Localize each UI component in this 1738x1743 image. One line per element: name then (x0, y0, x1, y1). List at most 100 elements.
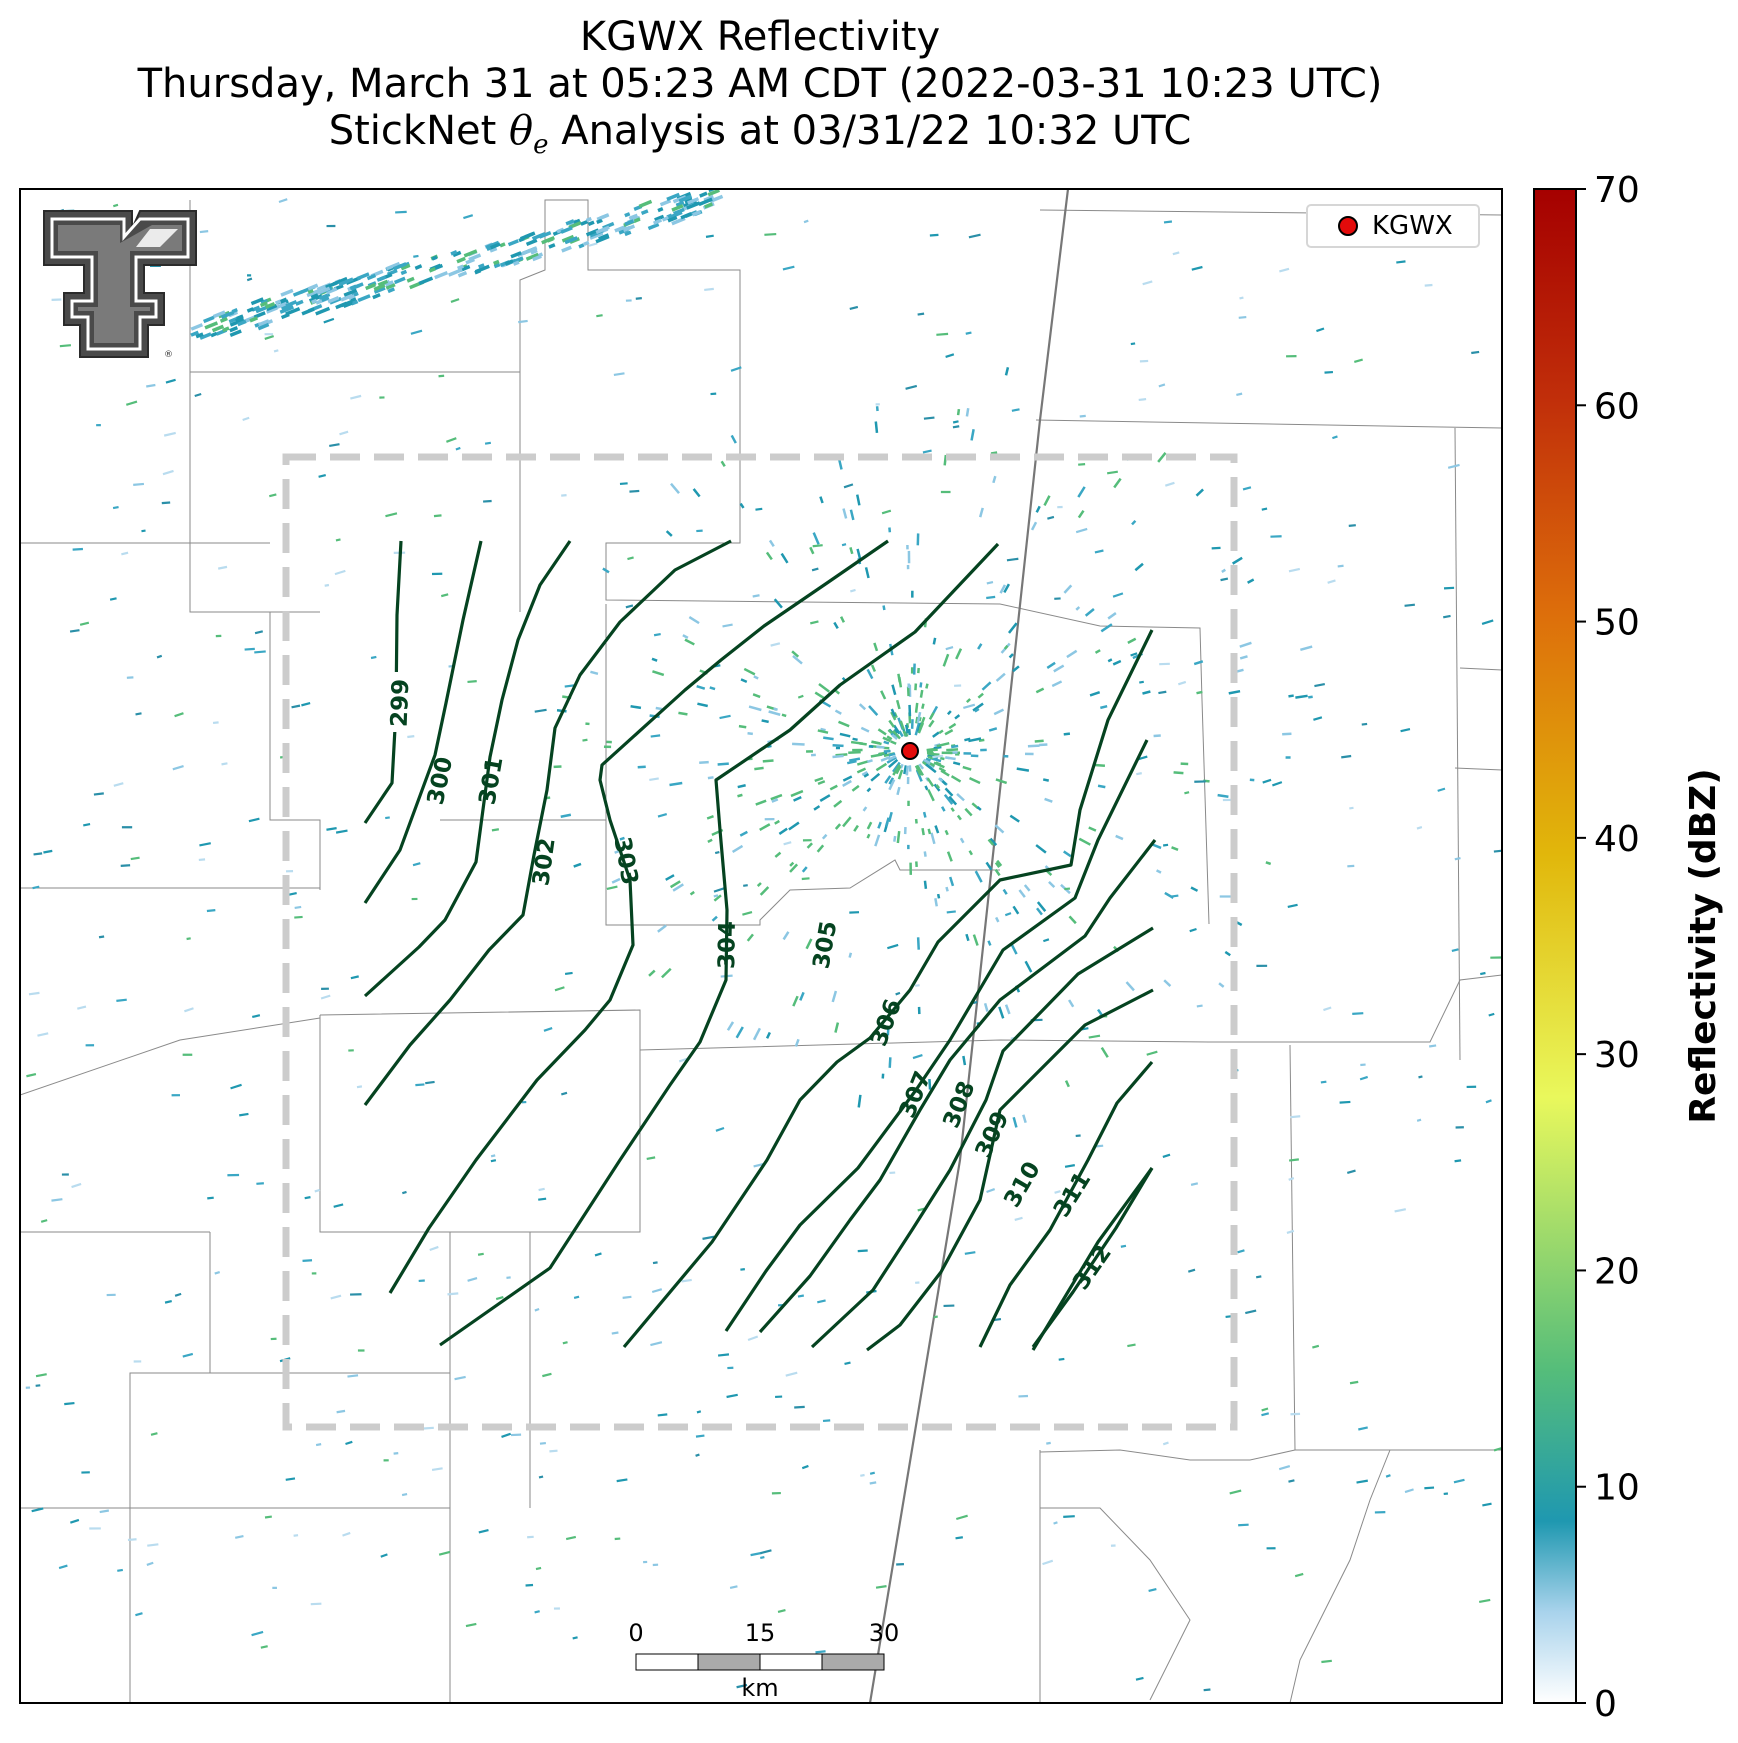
echo-pixel (385, 282, 396, 290)
echo-pixel (666, 192, 680, 202)
echo-pixel (624, 219, 635, 226)
echo-pixel (809, 546, 815, 555)
echo-pixel (657, 207, 664, 213)
echo-pixel (730, 434, 737, 444)
echo-pixel (1443, 1492, 1449, 1496)
echo-pixel (841, 543, 847, 547)
echo-pixel (393, 1452, 399, 1455)
echo-pixel (659, 199, 672, 207)
echo-pixel (895, 991, 901, 996)
echo-pixel (868, 745, 874, 748)
echo-pixel (750, 1551, 762, 1557)
echo-pixel (534, 1307, 540, 1312)
echo-pixel (747, 732, 753, 736)
echo-pixel (755, 799, 767, 806)
echo-pixel (817, 729, 829, 734)
echo-pixel (141, 529, 146, 533)
echo-pixel (932, 731, 940, 738)
echo-pixel (248, 817, 260, 823)
echo-pixel (940, 806, 946, 812)
echo-pixel (965, 933, 970, 942)
echo-pixel (925, 763, 937, 774)
echo-pixel (906, 776, 910, 785)
echo-pixel (785, 1371, 798, 1377)
echo-pixel (1236, 392, 1243, 397)
echo-pixel (817, 780, 826, 786)
echo-pixel (1348, 524, 1356, 527)
echo-pixel (815, 1650, 826, 1654)
echo-pixel (689, 890, 695, 896)
echo-pixel (972, 702, 984, 712)
echo-pixel (1203, 1688, 1211, 1692)
echo-pixel (1066, 649, 1078, 659)
echo-pixel (968, 850, 974, 856)
echo-pixel (1068, 999, 1075, 1008)
echo-pixel (1443, 586, 1455, 590)
echo-pixel (726, 1021, 735, 1031)
echo-pixel (199, 842, 211, 847)
echo-pixel (1404, 1488, 1414, 1494)
echo-pixel (806, 842, 813, 849)
echo-pixel (1163, 979, 1172, 987)
echo-pixel (866, 833, 871, 839)
echo-pixel (948, 795, 958, 806)
echo-pixel (895, 765, 902, 775)
echo-pixel (861, 770, 868, 776)
echo-pixel (1447, 463, 1460, 469)
echo-pixel (580, 219, 589, 226)
echo-pixel (1035, 844, 1047, 854)
echo-pixel (1219, 895, 1231, 898)
echo-pixel (829, 784, 838, 791)
echo-pixel (805, 938, 813, 950)
echo-pixel (400, 269, 408, 276)
echo-pixel (1451, 948, 1459, 953)
echo-pixel (907, 728, 911, 736)
echo-pixel (1110, 1544, 1116, 1547)
echo-pixel (1316, 327, 1325, 333)
echo-pixel (711, 915, 718, 922)
echo-pixel (1142, 280, 1153, 286)
echo-pixel (292, 290, 303, 297)
echo-pixel (343, 301, 353, 309)
echo-pixel (542, 1372, 552, 1378)
echo-pixel (743, 667, 756, 676)
echo-pixel (614, 1537, 621, 1541)
echo-pixel (651, 657, 658, 662)
echo-pixel (922, 449, 932, 454)
echo-pixel (1488, 1012, 1495, 1017)
echo-pixel (927, 789, 935, 802)
echo-pixel (906, 564, 910, 570)
echo-pixel (746, 933, 754, 942)
echo-pixel (222, 326, 230, 333)
echo-pixel (1023, 884, 1031, 892)
echo-pixel (162, 469, 174, 476)
echo-pixel (1136, 755, 1148, 761)
echo-pixel (906, 686, 910, 697)
echo-pixel (1078, 462, 1086, 466)
echo-pixel (37, 1032, 49, 1037)
echo-pixel (752, 594, 760, 598)
echo-pixel (907, 683, 911, 689)
echo-pixel (89, 1527, 101, 1530)
echo-pixel (463, 249, 478, 258)
echo-pixel (543, 1027, 553, 1032)
echo-pixel (64, 1401, 75, 1406)
echo-pixel (135, 1612, 143, 1617)
echo-pixel (304, 1196, 311, 1200)
echo-pixel (816, 844, 825, 853)
echo-pixel (773, 707, 778, 711)
echo-pixel (1349, 806, 1354, 810)
echo-pixel (834, 823, 842, 830)
echo-pixel (1288, 567, 1301, 573)
echo-pixel (130, 856, 140, 861)
echo-pixel (554, 986, 565, 992)
echo-pixel (1416, 826, 1423, 830)
echo-pixel (886, 1025, 890, 1036)
echo-pixel (548, 243, 556, 249)
echo-pixel (877, 728, 887, 736)
echo-pixel (989, 837, 998, 846)
echo-pixel (918, 763, 925, 770)
county-boundaries (20, 199, 1502, 1703)
echo-pixel (811, 567, 819, 572)
echo-pixel (1043, 938, 1050, 943)
